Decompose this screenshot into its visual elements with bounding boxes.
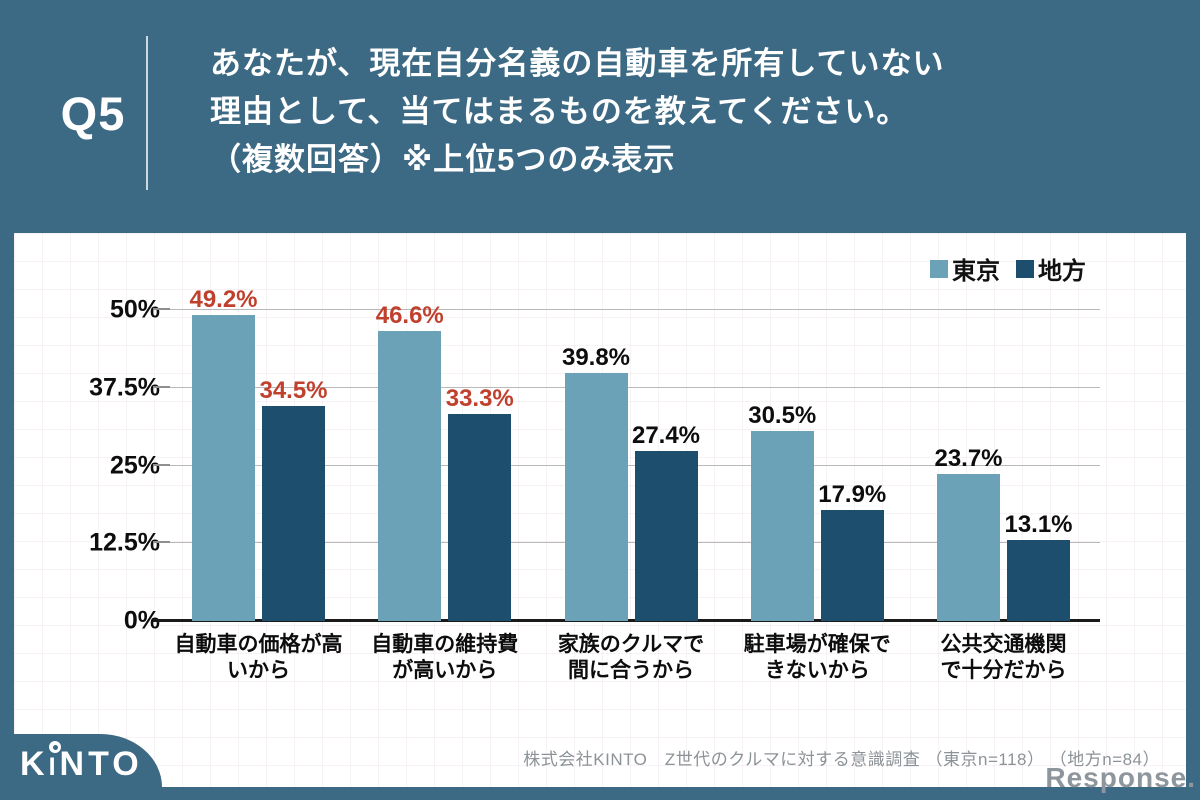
question-title-line-3: （複数回答）※上位5つのみ表示 (210, 142, 676, 177)
legend-swatch-chihou-icon (1016, 259, 1034, 278)
source-text: 株式会社KINTO Z世代のクルマに対する意識調査 （東京n=118） （地方n… (523, 750, 1160, 769)
question-title: あなたが、現在自分名義の自動車を所有していない 理由として、当てはまるものを教え… (210, 40, 944, 184)
category-label: 駐車場が確保で きないから (743, 633, 891, 683)
bar-tokyo (937, 473, 1000, 621)
bar-column-tokyo: 49.2% (189, 285, 258, 621)
bar-value-label: 17.9% (818, 480, 887, 508)
bar-chihou (262, 406, 325, 621)
gridline (170, 386, 1100, 388)
bar-value-label: 30.5% (748, 402, 817, 430)
chart-legend: 東京 地方 (930, 251, 1086, 286)
bar-column-chihou: 17.9% (818, 480, 887, 621)
bar-chihou (820, 509, 884, 621)
bar-column-chihou: 33.3% (445, 384, 514, 621)
y-tick-label: 25% (109, 451, 160, 479)
bar-chihou (448, 413, 512, 621)
bar-group: 49.2% 34.5% (189, 287, 328, 621)
bar-group: 39.8% 27.4% (561, 310, 701, 621)
logo-i-swirl-icon: I (48, 741, 61, 781)
question-number: Q5 (60, 87, 126, 140)
bar-value-label: 34.5% (259, 377, 328, 405)
bar-value-label: 23.7% (934, 444, 1003, 472)
bar-group: 30.5% 17.9% (748, 310, 887, 621)
bar-tokyo (750, 431, 814, 621)
legend-item-chihou: 地方 (1016, 251, 1086, 286)
category-label: 公共交通機関 で十分だから (940, 633, 1067, 683)
y-tick-label: 12.5% (89, 528, 160, 557)
bar-column-chihou: 27.4% (631, 421, 701, 621)
plot-area: 49.2% 34.5% 46.6% 33.3% 39.8% 27.4% 30.5% 17.9%… (153, 287, 1100, 622)
legend-item-tokyo: 東京 (930, 251, 1000, 286)
bar-column-chihou: 34.5% (259, 377, 328, 621)
bar-value-label: 27.4% (631, 421, 701, 449)
y-tick-label: 37.5% (89, 373, 160, 402)
response-watermark: Response. (1045, 762, 1196, 793)
category-labels-row: 自動車の価格が高 いから 自動車の維持費 が高いから 家族のクルマで 間に合うから駐… (170, 632, 1100, 702)
legend-label-chihou: 地方 (1038, 258, 1086, 285)
bar-column-tokyo: 39.8% (561, 344, 631, 621)
y-tick (153, 541, 170, 544)
bar-column-tokyo: 46.6% (375, 302, 444, 621)
kinto-logo-badge: KINTO (14, 734, 162, 787)
bar-tokyo (378, 331, 442, 621)
chart-card: 東京 地方 0% 12.5% 25% 37.5% 50% 49.2% 34.5% 46.6%… (14, 233, 1186, 787)
question-title-line-2: 理由として、当てはまるものを教えてください。 (210, 94, 909, 129)
category-label: 家族のクルマで 間に合うから (557, 633, 705, 683)
bar-tokyo (192, 314, 255, 621)
legend-swatch-tokyo-icon (930, 259, 948, 278)
bar-value-label: 33.3% (445, 384, 514, 412)
bar-group: 23.7% 13.1% (934, 310, 1073, 621)
legend-label-tokyo: 東京 (952, 258, 1000, 285)
bar-chihou (1007, 539, 1070, 621)
bar-value-label: 13.1% (1004, 510, 1073, 538)
question-title-line-1: あなたが、現在自分名義の自動車を所有していない (210, 46, 945, 81)
header-divider (146, 36, 148, 190)
category-label: 自動車の維持費 が高いから (371, 633, 519, 683)
y-tick (153, 463, 170, 466)
kinto-logo: KINTO (20, 741, 143, 783)
category-label: 自動車の価格が高 いから (174, 633, 343, 683)
bar-value-label: 49.2% (189, 285, 258, 313)
bar-value-label: 39.8% (561, 344, 631, 372)
gridline (170, 309, 1100, 310)
y-tick-label: 50% (109, 295, 160, 324)
y-axis: 0% 12.5% 25% 37.5% 50% (32, 296, 160, 635)
question-header: Q5 あなたが、現在自分名義の自動車を所有していない 理由として、当てはまるもの… (0, 0, 1200, 233)
bar-value-label: 46.6% (375, 302, 444, 330)
bar-group: 46.6% 33.3% (376, 304, 514, 621)
bar-chihou (634, 450, 698, 621)
bar-column-tokyo: 23.7% (934, 444, 1003, 621)
y-tick (153, 385, 170, 388)
bar-tokyo (564, 373, 628, 621)
bar-column-chihou: 13.1% (1004, 510, 1073, 621)
y-tick (153, 308, 170, 310)
bar-column-tokyo: 30.5% (748, 402, 817, 621)
